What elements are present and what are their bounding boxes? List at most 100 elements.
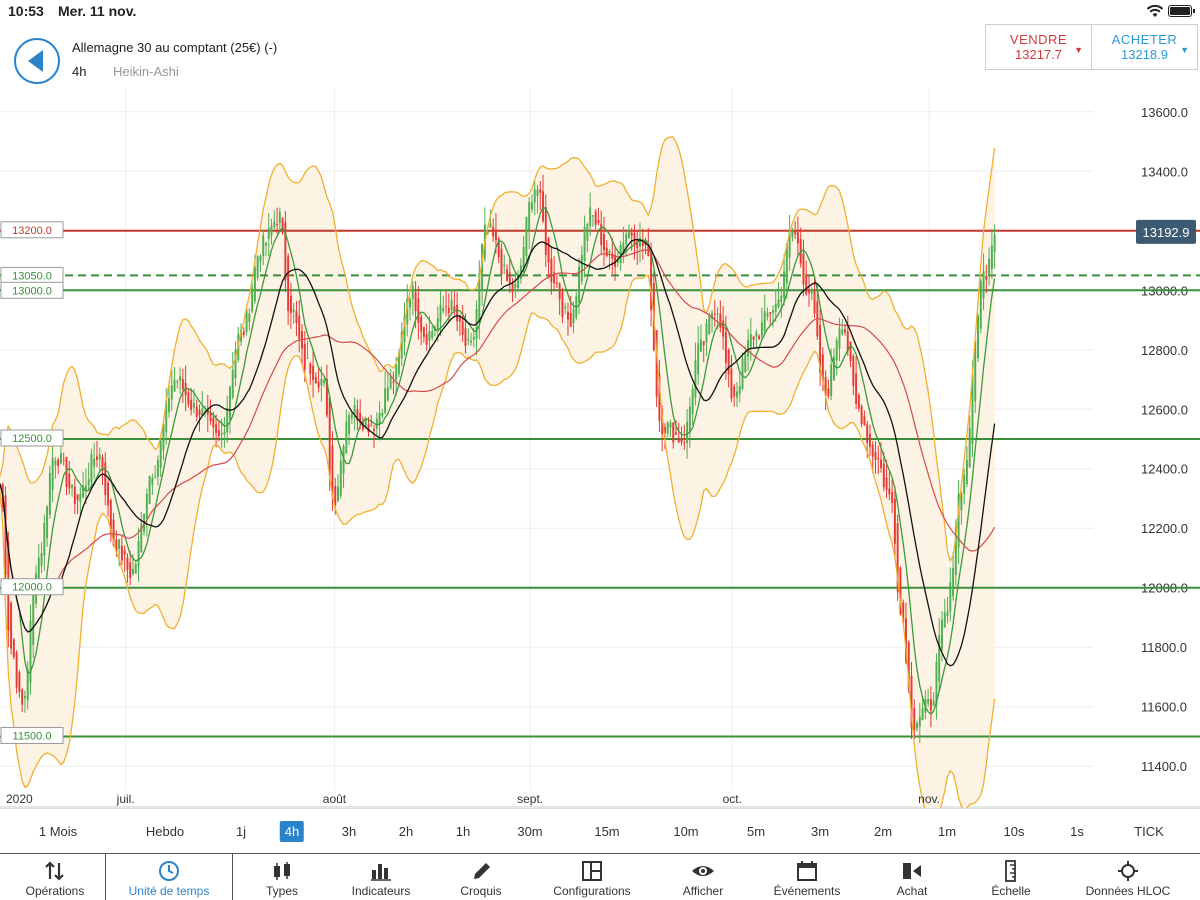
x-tick-label: sept.	[517, 792, 543, 806]
candle-body	[331, 445, 334, 497]
toolbar-item-buy[interactable]: Achat	[857, 854, 967, 900]
price-chart[interactable]: 13600.0 13400.0 13200.0 13000.0 12800.0 12600…	[0, 0, 1200, 808]
candle-body	[118, 539, 121, 549]
bollinger-lower-line	[0, 274, 996, 808]
candle-body	[741, 359, 744, 389]
candle-body	[292, 309, 295, 313]
candle-body	[359, 412, 362, 424]
candle-body	[436, 318, 439, 330]
candle-body	[195, 406, 198, 417]
candle-body	[780, 295, 783, 302]
candle-body	[844, 329, 846, 333]
candle-body	[977, 315, 979, 359]
price-level-tag: 12500.0	[0, 429, 64, 447]
candle-body	[397, 352, 400, 374]
bollinger-upper-line	[0, 136, 996, 563]
candle-body	[273, 221, 276, 228]
toolbar-item-calendar[interactable]: Événements	[752, 854, 862, 900]
candle-body	[965, 459, 968, 485]
price-level-label: 12000.0	[12, 582, 52, 594]
timeframe-option[interactable]: 1j	[235, 824, 247, 839]
toolbar-item-indicators[interactable]: Indicateurs	[326, 854, 436, 900]
candle-body	[162, 424, 165, 451]
candle-body	[893, 498, 896, 544]
toolbar-item-clock[interactable]: Unité de temps	[114, 854, 224, 900]
toolbar-item-eye[interactable]: Afficher	[648, 854, 758, 900]
candle-body	[860, 406, 863, 424]
candle-body	[298, 316, 301, 340]
candle-body	[569, 313, 572, 327]
candle-body	[478, 273, 481, 323]
toolbar-item-layout[interactable]: Configurations	[537, 854, 647, 900]
timeframe-option[interactable]: 2m	[873, 824, 893, 839]
candle-body	[738, 386, 741, 395]
operations-icon	[45, 861, 64, 881]
timeframe-option[interactable]: 1h	[455, 824, 471, 839]
timeframe-option[interactable]: 4h	[279, 821, 305, 842]
timeframe-option[interactable]: 1m	[937, 824, 957, 839]
y-tick-label: 11400.0	[1141, 759, 1187, 774]
candle-body	[417, 298, 420, 323]
timeframe-option[interactable]: 1s	[1070, 824, 1084, 839]
timeframe-option[interactable]: 3h	[341, 824, 357, 839]
status-bar: 10:53 Mer. 11 nov.	[0, 0, 1200, 22]
candle-body	[384, 388, 387, 413]
toolbar-item-scale[interactable]: Échelle	[956, 854, 1066, 900]
candle-body	[641, 242, 644, 246]
candle-body	[445, 306, 448, 308]
candle-body	[256, 256, 259, 278]
candle-body	[201, 408, 204, 417]
toolbar-item-crosshair[interactable]: Données HLOC	[1073, 854, 1183, 900]
toolbar-item-operations[interactable]: Opérations	[0, 854, 110, 900]
candle-body	[181, 379, 184, 390]
candle-body	[747, 339, 750, 357]
candle-body	[132, 568, 134, 574]
candle-body	[284, 222, 287, 281]
candle-body	[334, 486, 337, 505]
candle-body	[467, 339, 470, 341]
candle-body	[143, 513, 146, 533]
timeframe-option[interactable]: Hebdo	[145, 824, 185, 839]
candle-body	[982, 271, 985, 299]
price-level-label: 11500.0	[13, 730, 52, 742]
timeframe-option[interactable]: 2h	[398, 824, 414, 839]
candle-body	[18, 672, 21, 692]
candle-body	[500, 248, 503, 275]
candle-body	[71, 484, 74, 488]
candle-body	[514, 283, 517, 289]
candle-body	[168, 398, 170, 413]
candle-body	[849, 341, 852, 362]
timeframe-option[interactable]: 15m	[594, 824, 620, 839]
candle-body	[265, 243, 267, 246]
sell-button[interactable]: VENDRE 13217.7 ▼	[986, 25, 1091, 69]
sell-caret-icon[interactable]: ▼	[1074, 45, 1083, 55]
candle-body	[846, 330, 849, 352]
timeframe-option[interactable]: 3m	[810, 824, 830, 839]
toolbar-item-candles[interactable]: Types	[227, 854, 337, 900]
candle-body	[21, 689, 24, 705]
candle-body	[755, 332, 758, 337]
candle-body	[763, 311, 766, 331]
timeframe-option[interactable]: 30m	[517, 824, 543, 839]
candle-body	[916, 723, 919, 729]
candle-body	[960, 492, 963, 511]
timeframe-option[interactable]: 5m	[746, 824, 766, 839]
candle-body	[464, 328, 467, 347]
buy-caret-icon[interactable]: ▼	[1180, 45, 1189, 55]
candle-body	[450, 299, 453, 311]
candle-body	[564, 306, 567, 309]
buy-button[interactable]: ACHETER 13218.9 ▼	[1091, 25, 1197, 69]
timeframe-option[interactable]: 10m	[673, 824, 699, 839]
timeframe-label: 4h	[72, 64, 87, 79]
timeframe-option[interactable]: TICK	[1134, 824, 1164, 839]
candle-body	[727, 349, 730, 375]
timeframe-option[interactable]: 1 Mois	[38, 824, 78, 839]
timeframe-option[interactable]: 10s	[1003, 824, 1025, 839]
toolbar-item-pencil[interactable]: Croquis	[426, 854, 536, 900]
candle-body	[993, 234, 996, 253]
candle-body	[744, 353, 747, 373]
candle-body	[212, 417, 215, 428]
candle-body	[492, 226, 495, 237]
candle-body	[137, 540, 140, 567]
back-button[interactable]	[14, 38, 60, 84]
